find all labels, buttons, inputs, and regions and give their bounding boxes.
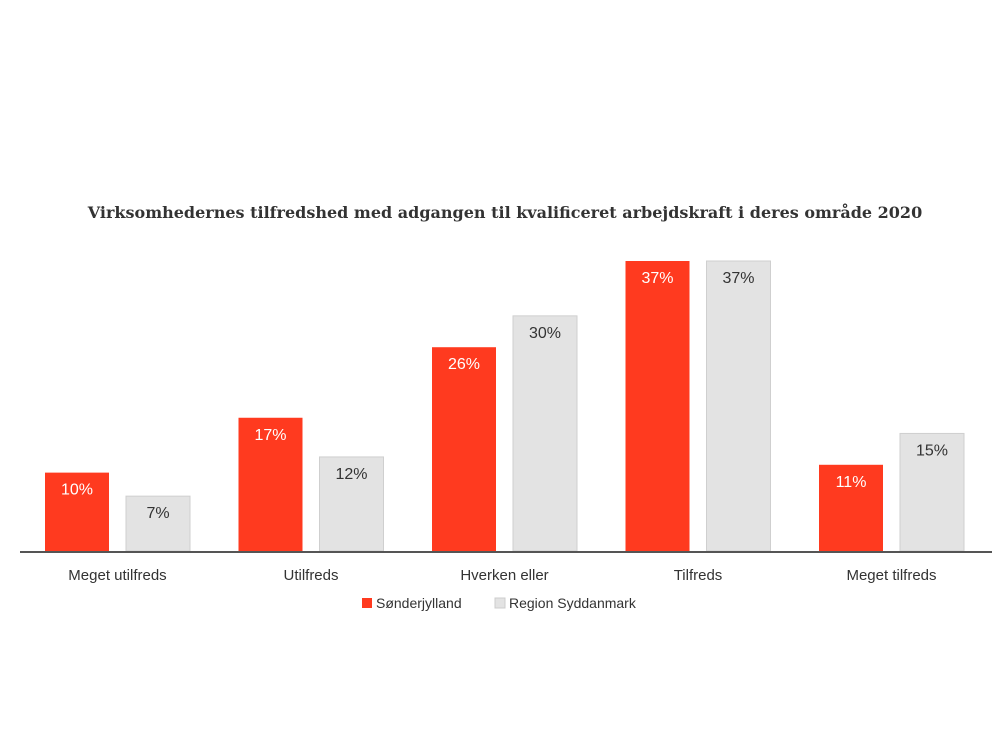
bar-region-syddanmark-3 bbox=[706, 260, 771, 552]
bars bbox=[45, 260, 965, 552]
bar-sonderjylland-2 bbox=[432, 347, 496, 551]
bar-sonderjylland-3 bbox=[625, 261, 690, 551]
bar-region-syddanmark-1 bbox=[319, 456, 384, 552]
category-label-1: Utilfreds bbox=[283, 567, 338, 584]
data-label-sonderjylland-1: 17% bbox=[254, 427, 286, 444]
legend: Sønderjylland Region Syddanmark bbox=[362, 595, 637, 611]
category-label-3: Tilfreds bbox=[674, 567, 723, 584]
data-label-region-syddanmark-4: 15% bbox=[916, 442, 948, 459]
bar-sonderjylland-1 bbox=[238, 417, 303, 551]
category-label-2: Hverken eller bbox=[460, 567, 548, 584]
data-label-region-syddanmark-3: 37% bbox=[722, 270, 754, 287]
data-label-region-syddanmark-0: 7% bbox=[146, 505, 169, 522]
data-label-sonderjylland-2: 26% bbox=[448, 356, 480, 373]
category-labels: Meget utilfreds Utilfreds Hverken eller Til… bbox=[68, 567, 936, 584]
data-labels: 10% 7% 17% 12% 26% 30% 37% 37% 11% 15% bbox=[61, 270, 948, 522]
legend-label-sonderjylland: Sønderjylland bbox=[376, 595, 462, 611]
data-label-sonderjylland-0: 10% bbox=[61, 482, 93, 499]
chart-title: Virksomhedernes tilfredshed med adgangen… bbox=[87, 202, 922, 222]
category-label-4: Meget tilfreds bbox=[846, 567, 936, 584]
data-label-sonderjylland-3: 37% bbox=[641, 270, 673, 287]
bar-sonderjylland-4 bbox=[819, 464, 883, 551]
legend-label-region-syddanmark: Region Syddanmark bbox=[509, 595, 637, 611]
bar-region-syddanmark-2 bbox=[512, 315, 578, 552]
data-label-region-syddanmark-1: 12% bbox=[335, 466, 367, 483]
legend-swatch-sonderjylland bbox=[362, 598, 372, 608]
data-label-region-syddanmark-2: 30% bbox=[529, 325, 561, 342]
data-label-sonderjylland-4: 11% bbox=[836, 474, 867, 491]
bar-sonderjylland-0 bbox=[45, 472, 109, 551]
bar-region-syddanmark-0 bbox=[125, 495, 191, 552]
category-label-0: Meget utilfreds bbox=[68, 567, 166, 584]
legend-swatch-region-syddanmark bbox=[494, 597, 506, 609]
